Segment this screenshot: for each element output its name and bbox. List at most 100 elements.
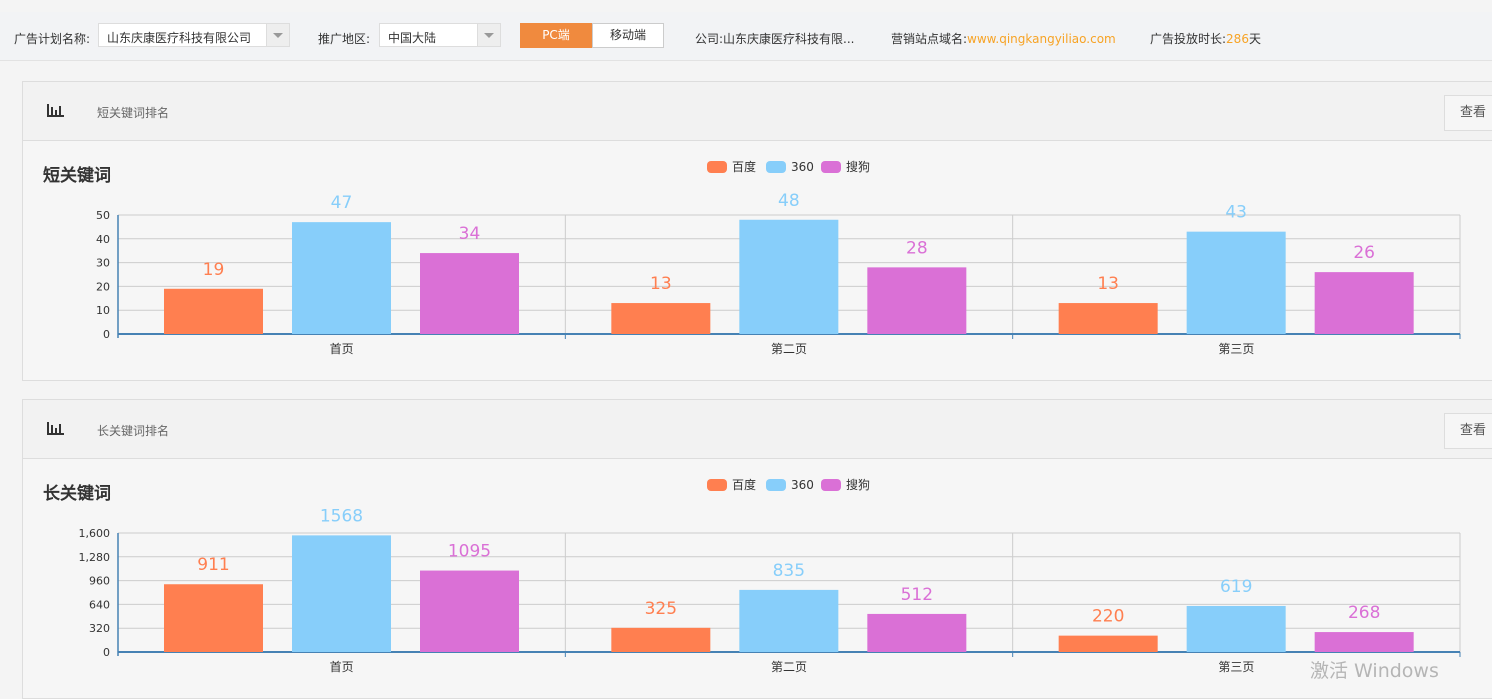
plan-value: 山东庆康医疗科技有限公司	[107, 31, 252, 45]
bar	[1314, 272, 1414, 334]
bar	[292, 222, 391, 334]
y-tick-label: 960	[89, 575, 110, 588]
y-tick-label: 50	[96, 209, 110, 222]
data-label: 34	[459, 224, 481, 244]
bar	[611, 627, 711, 652]
view-more-button[interactable]: 查看	[1444, 95, 1492, 131]
y-tick-label: 40	[96, 233, 110, 246]
data-label: 13	[1097, 274, 1119, 294]
card-header-title: 长关键词排名	[97, 424, 170, 438]
x-tick-label: 第二页	[771, 342, 807, 356]
domain-link[interactable]: www.qingkangyiliao.com	[967, 32, 1116, 46]
duration-info: 广告投放时长:286天	[1150, 30, 1261, 47]
company-label: 公司:	[695, 32, 724, 46]
legend-label: 360	[791, 160, 814, 174]
x-tick-label: 第三页	[1218, 342, 1254, 356]
legend-swatch	[766, 161, 786, 173]
bar	[1314, 632, 1414, 652]
data-label: 1095	[448, 542, 491, 562]
bar	[739, 589, 839, 652]
data-label: 325	[645, 599, 677, 619]
data-label: 43	[1225, 203, 1247, 223]
bar	[867, 267, 967, 334]
legend-swatch	[821, 161, 841, 173]
y-tick-label: 1,280	[79, 551, 111, 564]
bar	[611, 303, 711, 334]
duration-label: 广告投放时长:	[1150, 32, 1227, 46]
region-label: 推广地区:	[318, 32, 371, 46]
y-tick-label: 0	[103, 646, 110, 659]
legend-label: 百度	[732, 477, 756, 492]
chevron-down-icon[interactable]	[477, 24, 500, 46]
data-label: 13	[650, 274, 672, 294]
data-label: 619	[1220, 577, 1252, 597]
tab-mobile[interactable]: 移动端	[592, 23, 664, 48]
plan-label: 广告计划名称:	[14, 32, 91, 46]
bar	[1058, 635, 1158, 652]
data-label: 28	[906, 238, 928, 258]
bar	[420, 253, 519, 334]
bar	[292, 535, 391, 652]
filter-bar: 广告计划名称: 山东庆康医疗科技有限公司 推广地区: 中国大陆 PC端 移动端 …	[0, 12, 1492, 61]
chevron-down-icon[interactable]	[266, 24, 289, 46]
bar	[1186, 231, 1286, 334]
duration-value: 286	[1226, 32, 1249, 46]
legend-label: 百度	[732, 159, 756, 174]
x-tick-label: 首页	[330, 660, 354, 674]
data-label: 1568	[320, 506, 363, 526]
data-label: 48	[778, 191, 800, 211]
domain-label: 营销站点域名:	[891, 32, 968, 46]
bar	[164, 584, 263, 652]
x-tick-label: 第二页	[771, 660, 807, 674]
bar	[420, 570, 519, 652]
legend-swatch	[766, 479, 786, 491]
card-header-title: 短关键词排名	[97, 106, 170, 120]
y-tick-label: 1,600	[79, 527, 111, 540]
plan-select[interactable]: 山东庆康医疗科技有限公司	[98, 23, 290, 47]
y-tick-label: 0	[103, 328, 110, 341]
y-tick-label: 30	[96, 257, 110, 270]
region-value: 中国大陆	[388, 31, 437, 45]
view-more-button[interactable]: 查看	[1444, 413, 1492, 449]
y-tick-label: 10	[96, 304, 110, 317]
data-label: 26	[1353, 243, 1375, 263]
tab-pc[interactable]: PC端	[520, 23, 592, 48]
x-tick-label: 首页	[330, 342, 354, 356]
data-label: 911	[197, 555, 229, 575]
short-keyword-chart: 百度 360 搜狗 0 10 20 30 40 50 首页 19 47 34 第二页 13 48 28 第三页 13…	[96, 159, 1461, 356]
chart-title: 长关键词	[43, 484, 111, 504]
duration-unit: 天	[1248, 32, 1261, 46]
y-tick-label: 320	[89, 622, 110, 635]
company-value: 山东庆康医疗科技有限...	[723, 32, 855, 46]
data-label: 268	[1348, 603, 1380, 623]
domain-info: 营销站点域名:www.qingkangyiliao.com	[891, 30, 1116, 47]
short-keyword-card: 短关键词排名 查看 短关键词	[22, 81, 1492, 381]
legend-label: 360	[791, 478, 814, 492]
data-label: 220	[1092, 607, 1124, 627]
bar-chart-icon	[47, 422, 64, 435]
long-keyword-chart: 百度 360 搜狗 0 320 640 960 1,280 1,600 首页 911 1568 1095…	[79, 477, 1461, 674]
legend-swatch	[707, 161, 727, 173]
legend-label: 搜狗	[846, 477, 870, 492]
bar	[164, 288, 263, 334]
legend-swatch	[821, 479, 841, 491]
chart-title: 短关键词	[43, 166, 111, 186]
legend-swatch	[707, 479, 727, 491]
card-header: 短关键词排名 查看	[23, 82, 1492, 141]
data-label: 512	[901, 585, 933, 605]
data-label: 47	[331, 193, 353, 213]
x-tick-label: 第三页	[1218, 660, 1254, 674]
company-info: 公司:山东庆康医疗科技有限...	[695, 30, 855, 47]
bar	[1058, 303, 1158, 334]
data-label: 835	[773, 561, 805, 581]
bar	[867, 613, 967, 652]
region-select[interactable]: 中国大陆	[379, 23, 501, 47]
legend-label: 搜狗	[846, 159, 870, 174]
card-header: 长关键词排名 查看	[23, 400, 1492, 459]
y-tick-label: 20	[96, 280, 110, 293]
bar-chart-icon	[47, 104, 64, 117]
bar	[1186, 605, 1286, 652]
windows-watermark: 激活 Windows	[1310, 660, 1439, 682]
data-label: 19	[203, 260, 225, 280]
y-tick-label: 640	[89, 598, 110, 611]
